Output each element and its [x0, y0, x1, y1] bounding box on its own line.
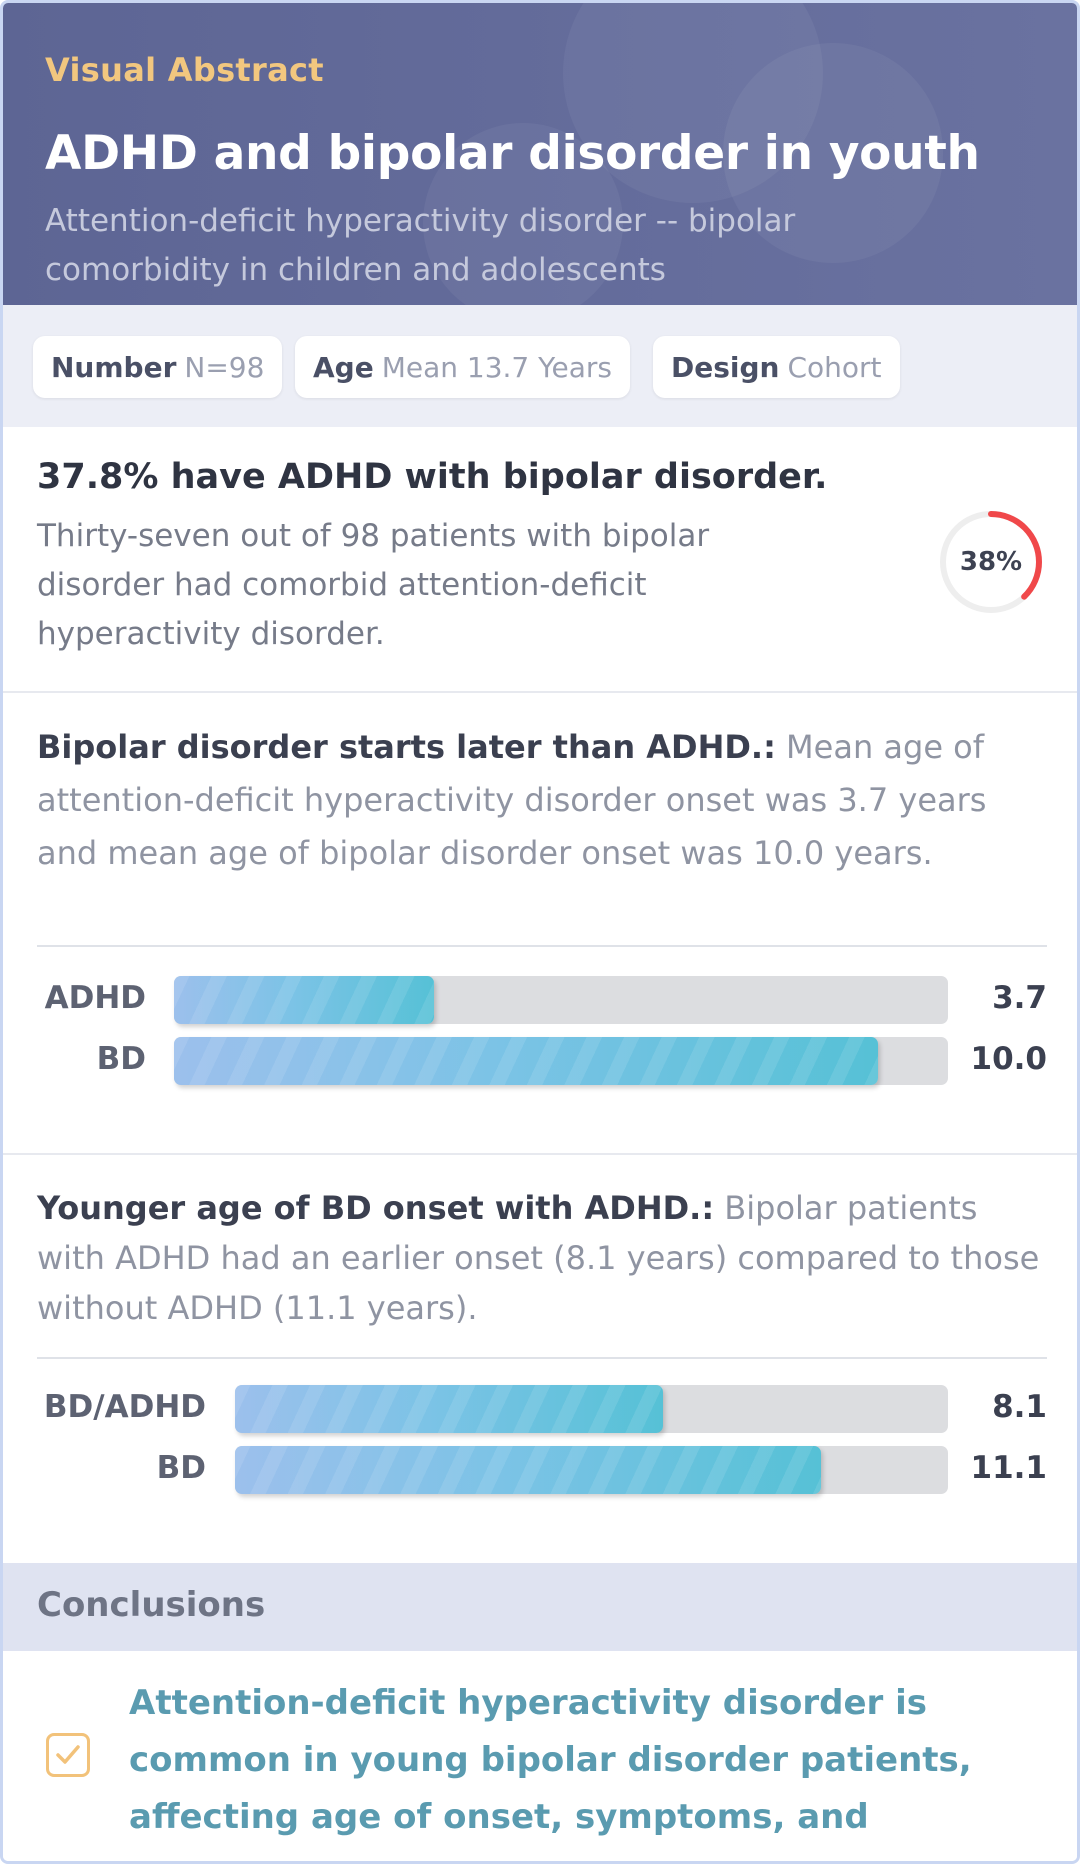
- bar-category-label: BD: [96, 1041, 146, 1077]
- check-icon: [46, 1733, 90, 1777]
- finding-headline: 37.8% have ADHD with bipolar disorder.: [37, 457, 828, 497]
- finding-text: Bipolar patients with ADHD had an earlie…: [37, 1189, 1040, 1327]
- page-title: ADHD and bipolar disorder in youth: [45, 126, 980, 181]
- number-pill: Number N=98: [33, 336, 283, 398]
- bar-category-label: BD: [156, 1450, 206, 1486]
- finding-text: Mean age of attention-deficit hyperactiv…: [37, 728, 987, 872]
- finding-paragraph: Bipolar disorder starts later than ADHD.…: [37, 721, 1047, 880]
- bar-track: [174, 1037, 948, 1085]
- bar-category-label: BD/ADHD: [43, 1389, 206, 1425]
- conclusions-body: Attention-deficit hyperactivity disorder…: [3, 1651, 1077, 1861]
- bar-value-label: 3.7: [992, 980, 1047, 1016]
- age-label: Age: [313, 350, 374, 384]
- bar-track: [235, 1385, 948, 1433]
- bar-category-label: ADHD: [44, 980, 146, 1016]
- ring-progress: [940, 511, 1042, 613]
- study-meta-bar: Number N=98 Age Mean 13.7 Years Design C…: [3, 305, 1077, 427]
- section-divider: [3, 691, 1077, 693]
- kicker-label: Visual Abstract: [45, 51, 324, 89]
- header-banner: Visual Abstract ADHD and bipolar disorde…: [3, 3, 1077, 305]
- bar-track: [174, 976, 948, 1024]
- finding-bd-onset-adhd: Younger age of BD onset with ADHD.: Bipo…: [3, 1155, 1077, 1563]
- number-value: N=98: [184, 350, 265, 384]
- percent-ring: [940, 511, 1042, 613]
- header-decoration: [723, 43, 943, 263]
- header-decoration: [423, 123, 623, 305]
- finding-title: Younger age of BD onset with ADHD.:: [37, 1189, 715, 1227]
- bar: [174, 976, 435, 1024]
- ring-percent-label: 38%: [959, 547, 1023, 577]
- section-divider: [3, 1153, 1077, 1155]
- number-label: Number: [51, 350, 177, 384]
- age-value: Mean 13.7 Years: [381, 350, 613, 384]
- bar-value-label: 11.1: [970, 1450, 1048, 1486]
- chart-rule: [37, 1357, 1047, 1359]
- conclusions-header: Conclusions: [3, 1563, 1077, 1651]
- design-pill: Design Cohort: [653, 336, 900, 398]
- finding-onset-order: Bipolar disorder starts later than ADHD.…: [3, 693, 1077, 1153]
- chart-rule: [37, 945, 1047, 947]
- finding-title: Bipolar disorder starts later than ADHD.…: [37, 728, 776, 766]
- finding-paragraph: Younger age of BD onset with ADHD.: Bipo…: [37, 1183, 1047, 1333]
- bar: [235, 1385, 663, 1433]
- bar-value-label: 10.0: [970, 1041, 1048, 1077]
- bar-track: [235, 1446, 948, 1494]
- header-decoration: [563, 3, 823, 203]
- conclusions-heading: Conclusions: [37, 1585, 266, 1625]
- page-subtitle: Attention-deficit hyperactivity disorder…: [45, 203, 796, 288]
- bar-value-label: 8.1: [992, 1389, 1047, 1425]
- conclusion-text: Attention-deficit hyperactivity disorder…: [129, 1683, 972, 1861]
- age-pill: Age Mean 13.7 Years: [295, 336, 631, 398]
- check-glyph: [56, 1745, 80, 1764]
- design-value: Cohort: [787, 350, 882, 384]
- design-label: Design: [671, 350, 780, 384]
- bar: [174, 1037, 878, 1085]
- finding-body: Thirty-seven out of 98 patients with bip…: [37, 518, 710, 652]
- finding-prevalence: 37.8% have ADHD with bipolar disorder. T…: [3, 427, 1077, 691]
- bar: [235, 1446, 822, 1494]
